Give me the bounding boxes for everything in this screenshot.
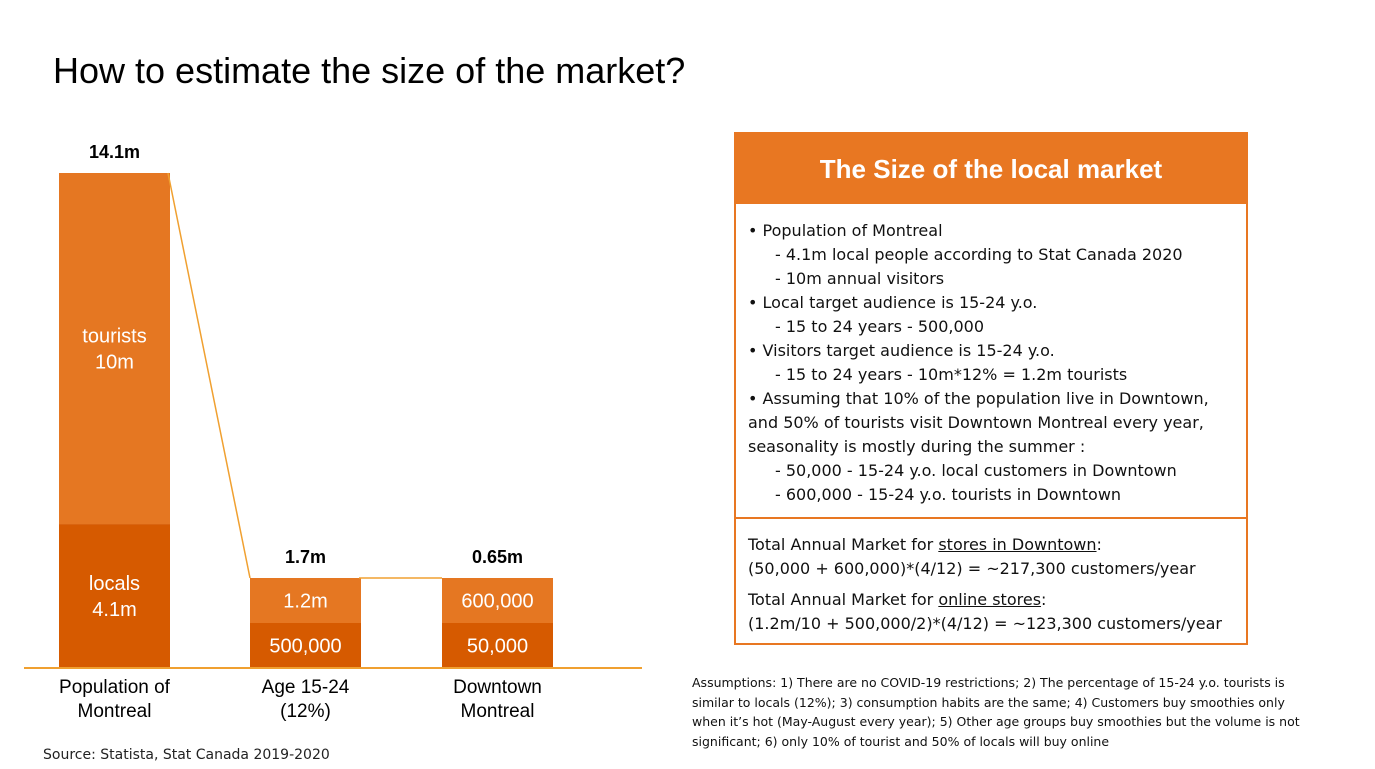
- panel-line: • Local target audience is 15-24 y.o.: [748, 293, 1038, 312]
- category-label: Montreal: [78, 701, 152, 722]
- bar-segment-label: 50,000: [467, 636, 528, 658]
- panel-line: - 600,000 - 15-24 y.o. tourists in Downt…: [775, 485, 1122, 504]
- panel-line: • Visitors target audience is 15-24 y.o.: [748, 341, 1055, 360]
- bar-segment-label: tourists: [82, 326, 146, 348]
- panel-line: and 50% of tourists visit Downtown Montr…: [748, 413, 1204, 432]
- connector-line: [167, 172, 251, 579]
- panel-divider: [736, 517, 1246, 519]
- panel-line: - 15 to 24 years - 500,000: [775, 317, 985, 336]
- bar-segment-label: locals: [89, 573, 140, 595]
- category-label: Downtown: [453, 677, 542, 698]
- source-note: Source: Statista, Stat Canada 2019-2020: [43, 747, 330, 763]
- panel-title: The Size of the local market: [736, 134, 1246, 204]
- category-label: Montreal: [461, 701, 535, 722]
- market-size-panel: The Size of the local market • Populatio…: [734, 132, 1248, 645]
- bar-segment-label: 500,000: [269, 636, 341, 658]
- bar-segment-label: 10m: [95, 352, 134, 374]
- stores-in-downtown-link: stores in Downtown: [938, 535, 1097, 554]
- total-downtown-formula: (50,000 + 600,000)*(4/12) = ~217,300 cus…: [748, 559, 1196, 578]
- panel-bullets: • Population of Montreal - 4.1m local peo…: [748, 219, 1238, 507]
- bar-total-label: 0.65m: [472, 547, 523, 567]
- panel-line: - 50,000 - 15-24 y.o. local customers in…: [775, 461, 1177, 480]
- panel-totals: Total Annual Market for stores in Downto…: [748, 533, 1238, 636]
- panel-line: - 15 to 24 years - 10m*12% = 1.2m touris…: [775, 365, 1128, 384]
- category-label: (12%): [280, 701, 331, 722]
- bar-segment-label: 1.2m: [283, 591, 327, 613]
- bar-total-label: 14.1m: [89, 142, 140, 162]
- assumptions-note: Assumptions: 1) There are no COVID-19 re…: [692, 675, 1300, 749]
- bar-segment-label: 600,000: [461, 591, 533, 613]
- bar-segment-locals: [442, 623, 553, 668]
- total-online-heading: Total Annual Market for online stores:: [748, 590, 1047, 609]
- total-downtown-heading: Total Annual Market for stores in Downto…: [748, 535, 1102, 554]
- panel-line: - 10m annual visitors: [775, 269, 945, 288]
- online-stores-link: online stores: [938, 590, 1042, 609]
- category-label: Population of: [59, 677, 171, 698]
- page-title: How to estimate the size of the market?: [53, 50, 686, 91]
- bar-segment-tourists: [442, 578, 553, 623]
- bar-segment-tourists: [250, 578, 361, 623]
- total-online-formula: (1.2m/10 + 500,000/2)*(4/12) = ~123,300 …: [748, 614, 1222, 633]
- panel-line: • Assuming that 10% of the population li…: [748, 389, 1209, 408]
- category-label: Age 15-24: [262, 677, 350, 698]
- bar-segment-locals: [59, 524, 170, 668]
- bar-total-label: 1.7m: [285, 547, 326, 567]
- market-size-chart: locals 4.1m tourists 10m 14.1m Population of M…: [24, 142, 642, 722]
- bar-segment-label: 4.1m: [92, 599, 136, 621]
- panel-line: • Population of Montreal: [748, 221, 943, 240]
- bar-segment-tourists: [59, 173, 170, 525]
- bar-segment-locals: [250, 623, 361, 668]
- panel-line: seasonality is mostly during the summer …: [748, 437, 1086, 456]
- panel-line: - 4.1m local people according to Stat Ca…: [775, 245, 1183, 264]
